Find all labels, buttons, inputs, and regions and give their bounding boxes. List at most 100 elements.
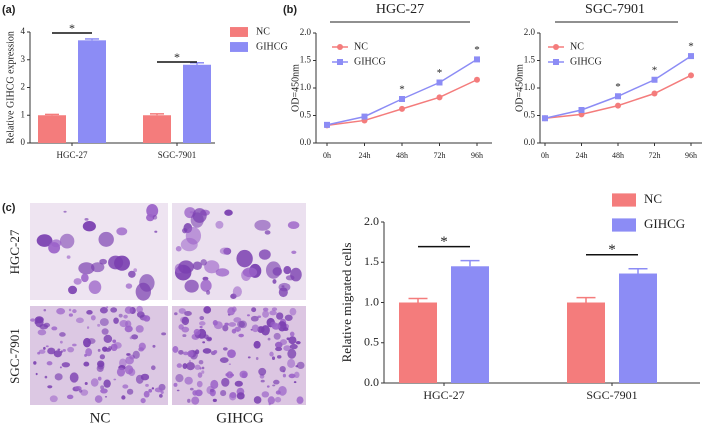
cell [203, 334, 209, 339]
cell [178, 260, 194, 274]
cell [97, 376, 102, 381]
y-tick-label: 0.0 [300, 137, 312, 147]
cell [148, 388, 153, 393]
legend-marker [337, 59, 343, 65]
cell [176, 389, 180, 392]
significance-label: * [69, 21, 75, 35]
cell [78, 389, 83, 393]
cell [277, 321, 287, 332]
cell [247, 356, 251, 359]
panel-label: (a) [2, 4, 16, 16]
cell [186, 361, 195, 371]
cell [136, 311, 145, 318]
cell [84, 217, 89, 221]
y-axis-label: OD=450nm [290, 64, 301, 112]
cell [260, 379, 265, 383]
cell [66, 255, 71, 259]
significance-label: * [615, 81, 621, 93]
cell [90, 378, 99, 387]
cell [231, 328, 237, 334]
cell [181, 316, 190, 326]
cell [45, 345, 49, 348]
cell [106, 306, 109, 309]
cell [135, 325, 144, 333]
cell [78, 262, 95, 275]
cell [35, 372, 38, 376]
cell [261, 391, 270, 398]
cell [30, 318, 36, 322]
marker [399, 105, 405, 112]
cell [178, 349, 184, 355]
cell [237, 320, 245, 328]
cell [264, 230, 271, 235]
cell [138, 342, 146, 351]
cell [275, 390, 281, 395]
cell [159, 393, 163, 398]
cell [68, 313, 74, 317]
cell [198, 360, 204, 365]
marker [688, 53, 694, 60]
cell [44, 375, 48, 379]
cell [61, 362, 71, 368]
cell [182, 363, 188, 369]
cell [143, 315, 151, 322]
legend-marker [553, 59, 559, 65]
cell [175, 246, 182, 252]
y-tick-label: 2.0 [524, 27, 536, 37]
y-tick-label: 2 [21, 82, 26, 92]
cell [287, 358, 296, 369]
error-bar [85, 38, 99, 41]
cell [43, 346, 46, 350]
cell [227, 349, 236, 358]
legend-label: NC [256, 26, 270, 37]
panel-label: (b) [283, 4, 297, 16]
cell [37, 329, 47, 336]
cell [234, 380, 243, 387]
cell [185, 226, 202, 245]
cell [43, 322, 51, 328]
cell [204, 260, 220, 274]
cell [151, 365, 156, 371]
cell [68, 285, 78, 295]
cell [278, 287, 288, 298]
marker [578, 107, 585, 113]
cell [90, 262, 105, 273]
cell [57, 348, 61, 351]
cell [47, 385, 53, 389]
cell [193, 328, 201, 336]
marker [399, 96, 405, 102]
cell [276, 312, 284, 320]
cell [269, 310, 277, 316]
cell [273, 332, 281, 340]
y-tick-label: 0.5 [364, 335, 379, 349]
cell [154, 230, 158, 233]
cell [242, 267, 258, 278]
x-tick-label: SGC-7901 [586, 388, 637, 402]
cell [140, 398, 146, 404]
cell [59, 233, 75, 249]
cell [285, 275, 295, 281]
cell [178, 308, 186, 314]
y-tick-label: 0 [21, 137, 26, 147]
cell [236, 392, 245, 400]
cell [246, 314, 250, 317]
legend-marker [337, 44, 343, 50]
error-bar [460, 259, 480, 267]
cell [126, 353, 131, 356]
cell [97, 348, 101, 352]
cell [135, 282, 151, 301]
cell [125, 283, 133, 289]
cell [118, 313, 123, 318]
x-tick-label: 72h [649, 151, 661, 160]
cell [206, 290, 211, 295]
cell [197, 372, 203, 378]
error-bar [45, 113, 59, 116]
col-label: NC [90, 410, 111, 426]
y-tick-label: 4 [21, 26, 26, 36]
cell [191, 396, 200, 405]
cell [56, 308, 66, 315]
cell [112, 339, 117, 343]
cell [99, 354, 106, 360]
cell [100, 388, 108, 394]
cell [126, 388, 134, 395]
